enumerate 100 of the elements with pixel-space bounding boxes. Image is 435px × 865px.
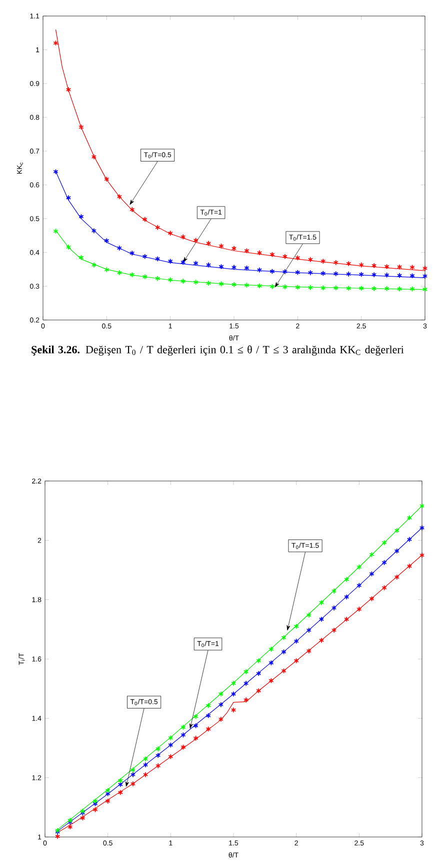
point	[320, 285, 326, 291]
point	[105, 798, 110, 804]
point	[218, 691, 224, 697]
point	[356, 582, 362, 588]
point	[384, 286, 390, 292]
point	[382, 584, 387, 591]
point	[206, 240, 212, 246]
point	[306, 612, 312, 618]
point	[295, 255, 300, 261]
point	[256, 267, 262, 273]
point	[180, 744, 186, 750]
point	[406, 536, 412, 542]
point	[168, 742, 174, 748]
point	[397, 286, 402, 292]
point	[369, 552, 374, 558]
point	[346, 260, 352, 266]
point	[294, 624, 299, 630]
point	[105, 788, 110, 794]
point	[92, 806, 98, 813]
point	[282, 254, 288, 260]
point	[53, 228, 58, 234]
point	[306, 648, 312, 654]
point	[320, 258, 326, 264]
point	[422, 265, 428, 272]
point	[384, 264, 390, 270]
point	[308, 270, 313, 276]
point	[394, 574, 400, 580]
point	[193, 279, 198, 286]
point	[344, 594, 350, 600]
point	[91, 154, 96, 160]
point	[331, 627, 337, 634]
point	[295, 270, 300, 276]
point	[281, 649, 286, 655]
point	[218, 243, 224, 249]
point	[281, 668, 286, 674]
point	[382, 540, 387, 546]
point	[346, 285, 352, 292]
point	[180, 234, 186, 240]
point	[394, 528, 400, 534]
point	[231, 264, 237, 270]
point	[155, 276, 160, 282]
point	[156, 752, 161, 758]
point	[104, 238, 110, 244]
point	[130, 772, 136, 778]
point	[244, 697, 249, 703]
point	[369, 596, 374, 602]
point	[218, 716, 224, 722]
point	[308, 256, 313, 262]
point	[406, 563, 412, 569]
point	[244, 248, 250, 254]
point	[180, 259, 186, 266]
point	[244, 282, 250, 288]
point	[118, 778, 123, 784]
point	[193, 722, 198, 729]
point	[331, 605, 337, 611]
point	[218, 264, 224, 270]
point	[295, 284, 300, 290]
point	[104, 176, 110, 182]
point	[346, 271, 352, 277]
point	[143, 756, 148, 762]
point	[344, 576, 350, 582]
point	[53, 168, 58, 175]
point	[104, 266, 110, 273]
point	[382, 560, 387, 566]
point	[66, 244, 71, 250]
point	[369, 571, 374, 577]
point	[206, 280, 212, 286]
point	[281, 634, 286, 640]
point	[318, 637, 324, 644]
point	[410, 272, 415, 279]
line-series	[55, 171, 426, 278]
point	[130, 272, 135, 278]
point	[193, 735, 198, 742]
point	[422, 273, 428, 279]
point	[282, 284, 288, 290]
point	[244, 680, 249, 686]
point	[294, 638, 299, 644]
point	[116, 245, 122, 251]
point	[320, 270, 326, 276]
point	[218, 702, 224, 708]
point	[356, 564, 362, 570]
point	[268, 678, 274, 684]
point	[143, 762, 148, 768]
point	[168, 735, 174, 741]
point	[410, 264, 415, 270]
point	[256, 670, 262, 676]
point	[282, 268, 288, 275]
point	[270, 284, 275, 290]
point	[358, 262, 364, 268]
point	[168, 276, 173, 283]
point	[156, 762, 161, 769]
point	[270, 252, 275, 258]
point	[372, 286, 377, 292]
point	[397, 264, 402, 270]
point	[372, 262, 377, 268]
point	[256, 250, 262, 256]
point	[143, 772, 148, 778]
point	[155, 256, 160, 262]
point	[180, 724, 186, 730]
point	[331, 588, 337, 594]
